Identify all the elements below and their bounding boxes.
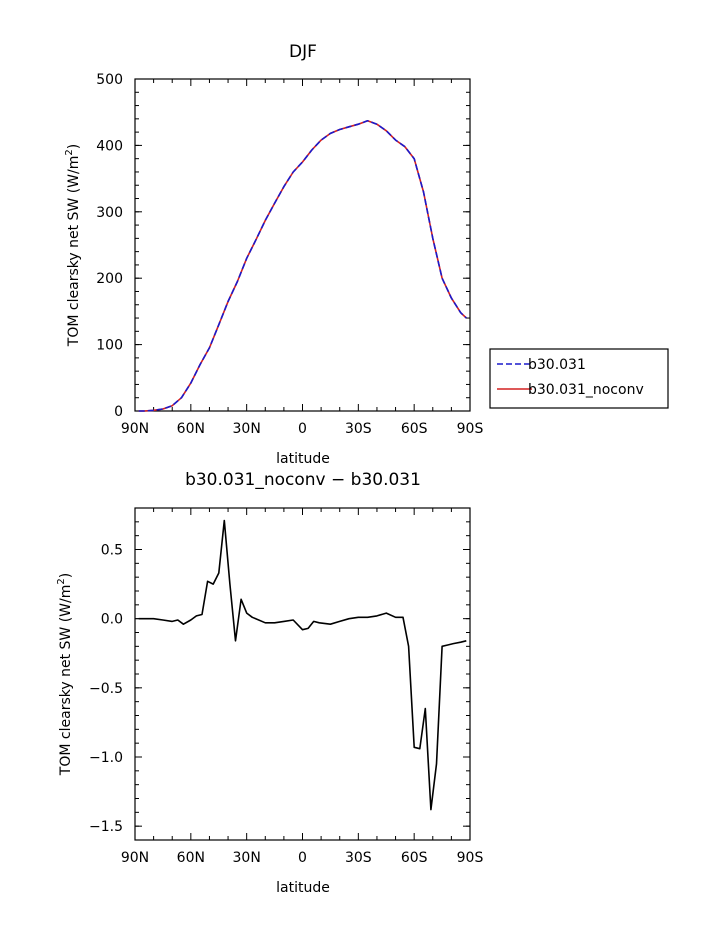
bottom-chart-title: b30.031_noconv − b30.031 <box>185 470 421 490</box>
top-x-tick-label: 0 <box>298 421 307 437</box>
top-y-tick-label: 300 <box>96 205 123 221</box>
top-x-tick-label: 60S <box>401 421 428 437</box>
legend-label-b30-031: b30.031 <box>528 357 586 373</box>
bottom-series-lines <box>138 519 467 811</box>
bottom-chart: b30.031_noconv − b30.031 90N 60N 30N 0 30S 60… <box>56 470 483 896</box>
bottom-series-line-0 <box>138 519 467 811</box>
top-y-tick-label: 200 <box>96 271 123 287</box>
bottom-x-tick-label: 90N <box>121 850 149 866</box>
bottom-x-axis-label: latitude <box>276 880 330 896</box>
legend-label-b30-031-noconv: b30.031_noconv <box>528 382 644 398</box>
top-x-tick-label: 90S <box>457 421 484 437</box>
top-series-line-b30-031-noconv <box>138 120 467 412</box>
top-series-lines <box>138 120 467 412</box>
bottom-y-tick-label: −0.5 <box>89 681 123 697</box>
bottom-y-tick-label: 0.5 <box>101 543 123 559</box>
bottom-x-tick-label: 60S <box>401 850 428 866</box>
top-chart-title: DJF <box>289 42 317 62</box>
bottom-y-axis-label: TOM clearsky net SW (W/m2) <box>56 573 74 776</box>
top-chart: DJF 90N 60N 30N 0 30S 60S 90S0100200300400500 … <box>64 42 669 467</box>
bottom-y-tick-label: −1.0 <box>89 750 123 766</box>
legend: b30.031 b30.031_noconv <box>489 348 669 409</box>
top-y-tick-label: 100 <box>96 338 123 354</box>
bottom-x-tick-label: 30S <box>345 850 372 866</box>
top-x-axis-label: latitude <box>276 451 330 467</box>
top-x-tick-label: 30S <box>345 421 372 437</box>
bottom-y-tick-label: −1.5 <box>89 819 123 835</box>
top-x-tick-label: 90N <box>121 421 149 437</box>
bottom-axis-ticks: 90N 60N 30N 0 30S 60S 90S −1.5 −1.0 −0.5 0.0 0.5 <box>89 507 484 866</box>
top-axis-ticks: 90N 60N 30N 0 30S 60S 90S 0 100 200 300 400 500 <box>96 72 483 437</box>
top-x-tick-label: 60N <box>177 421 205 437</box>
top-series-line-b30-031 <box>138 120 467 412</box>
bottom-x-tick-label: 60N <box>177 850 205 866</box>
top-y-axis-label: TOM clearsky net SW (W/m2) <box>64 144 82 347</box>
bottom-x-tick-label: 0 <box>298 850 307 866</box>
top-y-tick-label: 0 <box>114 404 123 420</box>
bottom-y-tick-label: 0.0 <box>101 612 123 628</box>
top-plot-frame <box>134 78 471 412</box>
bottom-plot-frame <box>134 507 471 841</box>
legend-frame <box>489 348 669 409</box>
bottom-x-tick-label: 90S <box>457 850 484 866</box>
top-y-tick-label: 400 <box>96 138 123 154</box>
top-y-tick-label: 500 <box>96 72 123 88</box>
top-x-tick-label: 30N <box>233 421 261 437</box>
bottom-x-tick-label: 30N <box>233 850 261 866</box>
